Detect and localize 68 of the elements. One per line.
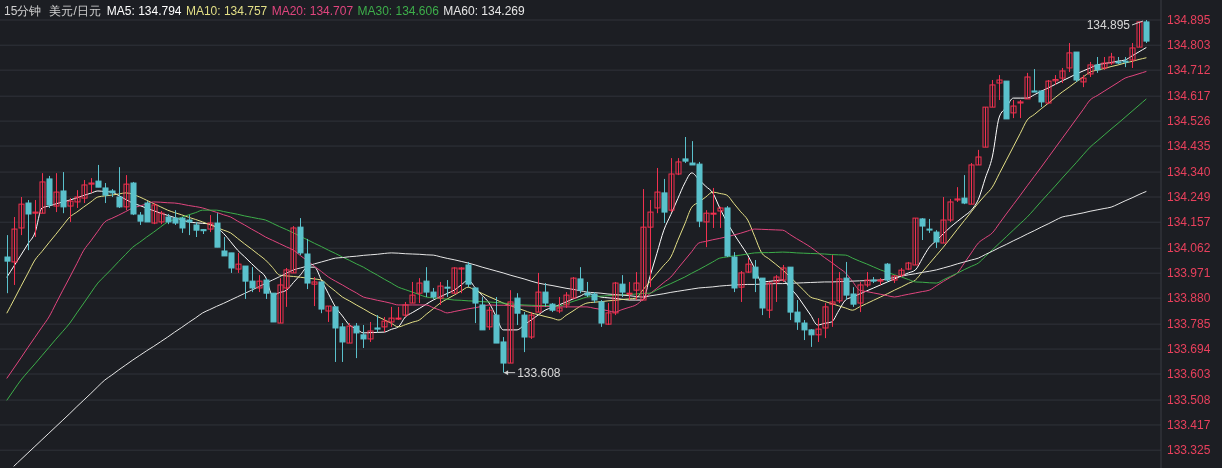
- y-tick-label: 134.340: [1167, 165, 1211, 180]
- candlestick: [116, 166, 123, 209]
- candlestick: [1143, 19, 1150, 44]
- candlestick: [472, 286, 479, 324]
- y-tick-label: 134.712: [1167, 63, 1211, 78]
- candlestick: [311, 276, 318, 307]
- y-tick-label: 134.249: [1167, 190, 1211, 205]
- candlestick: [884, 262, 891, 283]
- candlestick: [717, 206, 724, 229]
- y-tick-label: 134.435: [1167, 139, 1211, 154]
- candlestick: [521, 311, 528, 353]
- candlestick: [353, 322, 360, 359]
- y-tick-label: 133.508: [1167, 393, 1211, 408]
- candlestick: [535, 272, 542, 313]
- candlestick: [346, 322, 353, 344]
- line-series: [13, 191, 1147, 467]
- y-tick-label: 133.417: [1167, 418, 1211, 433]
- candlestick: [919, 217, 926, 241]
- y-tick-label: 133.971: [1167, 266, 1211, 281]
- candlestick: [577, 266, 584, 294]
- candlestick: [514, 292, 521, 326]
- candlestick: [409, 281, 416, 304]
- candlestick: [1010, 99, 1017, 119]
- y-tick-label: 134.803: [1167, 38, 1211, 53]
- y-tick-label: 134.617: [1167, 89, 1211, 104]
- y-tick-label: 133.785: [1167, 317, 1211, 332]
- y-tick-label: 133.880: [1167, 291, 1211, 306]
- candlestick: [619, 274, 626, 298]
- text: MA30: 134.606: [357, 4, 440, 18]
- candlestick: [682, 136, 689, 164]
- candlestick: [53, 172, 60, 213]
- candlestick: [465, 261, 472, 288]
- candlestick: [1017, 99, 1024, 119]
- candlestick: [367, 321, 374, 343]
- candlestick: [60, 171, 67, 214]
- y-tick-label: 133.603: [1167, 367, 1211, 382]
- candlestick: [654, 167, 661, 214]
- text: MA60: 134.269: [443, 4, 526, 18]
- text: MA5: 134.794: [106, 4, 182, 18]
- y-tick-label: 134.526: [1167, 114, 1211, 129]
- annotation: 133.608: [517, 365, 561, 380]
- candlestick: [996, 74, 1003, 101]
- candlestick: [4, 234, 11, 294]
- candlestick: [961, 174, 968, 205]
- candlestick: [661, 178, 668, 224]
- chart-title: 15分钟: [4, 4, 42, 18]
- candlestick: [1066, 42, 1073, 73]
- candlestick: [486, 306, 493, 331]
- candlestick: [507, 289, 514, 364]
- y-tick-label: 134.062: [1167, 241, 1211, 256]
- candlestick: [235, 252, 242, 274]
- y-tick-label: 134.157: [1167, 215, 1211, 230]
- text: MA20: 134.707: [271, 4, 354, 18]
- candlestick: [416, 277, 423, 304]
- candlestick: [25, 199, 32, 251]
- candlestick: [360, 324, 367, 349]
- y-tick-label: 133.694: [1167, 342, 1211, 357]
- candlestick: [123, 174, 130, 211]
- y-tick-label: 133.325: [1167, 443, 1211, 458]
- candlestick: [528, 311, 535, 340]
- candlestick: [598, 299, 605, 328]
- candlestick: [437, 281, 444, 306]
- annotation: 134.895: [1086, 18, 1131, 32]
- candlestick: [626, 281, 633, 301]
- y-tick-label: 134.895: [1167, 13, 1211, 28]
- text: MA10: 134.757: [185, 4, 268, 18]
- chart-subtitle: 美元/日元: [49, 4, 101, 18]
- candlestick: [1024, 72, 1031, 100]
